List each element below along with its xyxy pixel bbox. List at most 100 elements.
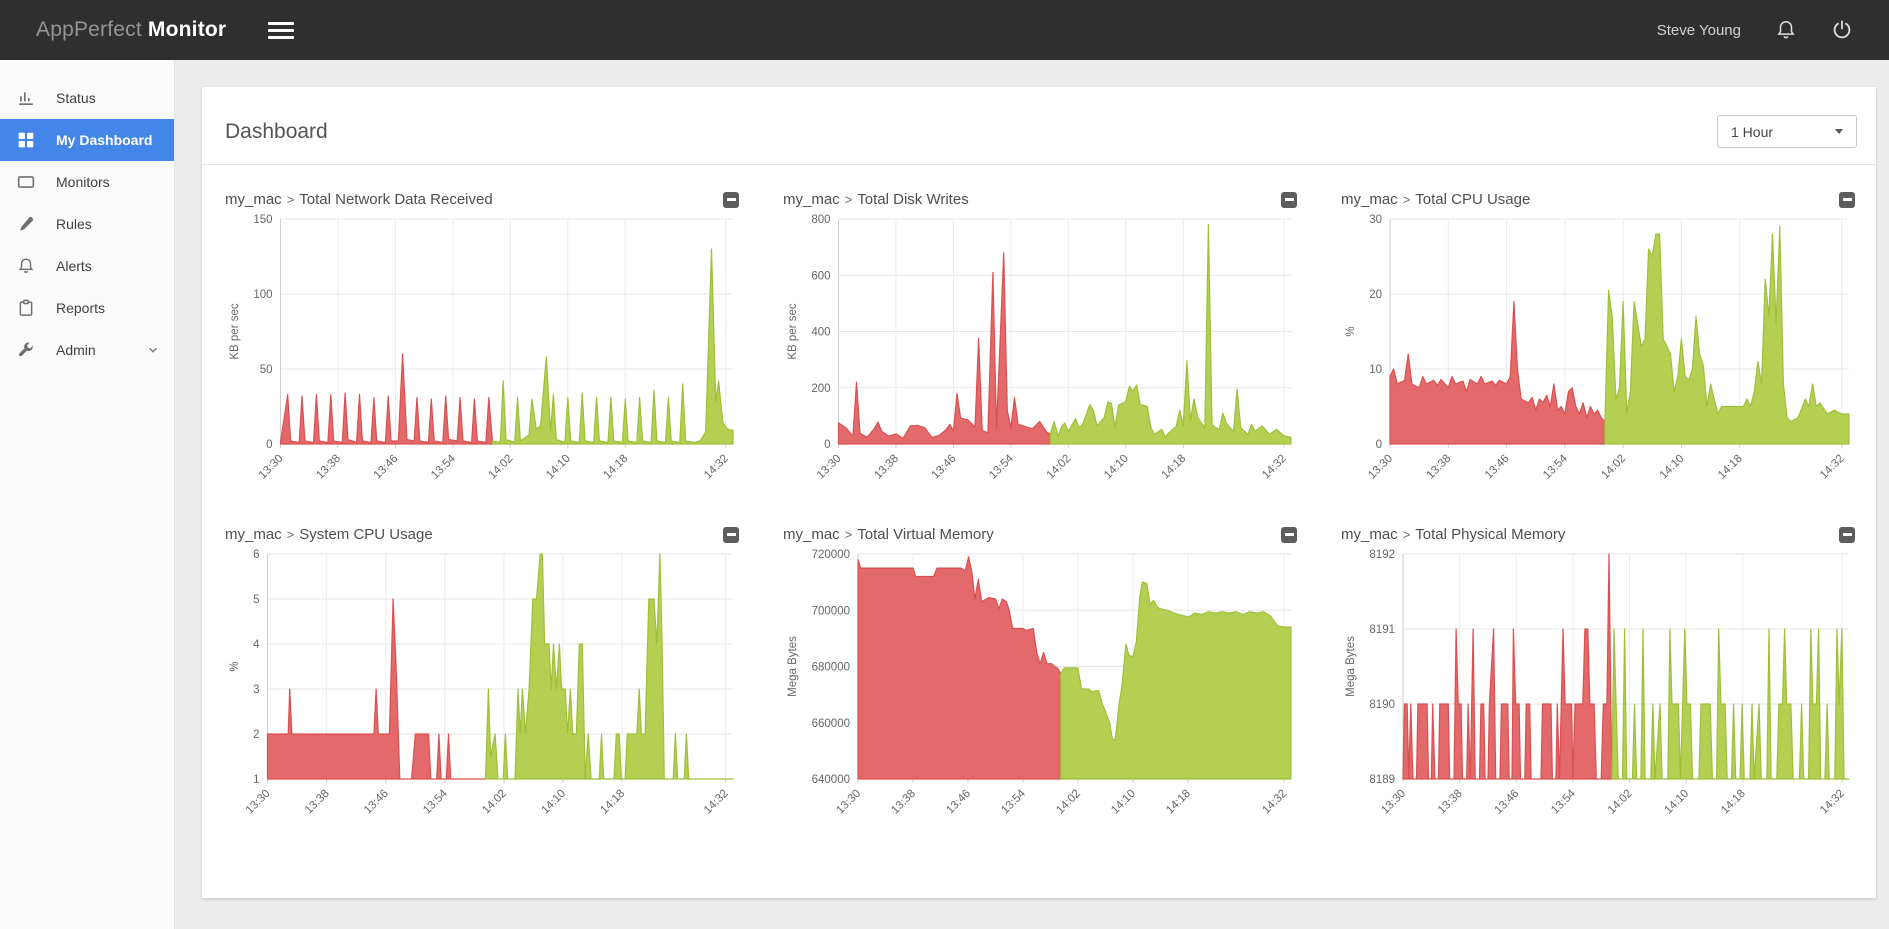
chart-panel-total-cpu: my_mac > Total CPU Usage 0 10 20 30 13:30 13:38… bbox=[1341, 191, 1855, 496]
sidebar-item-reports[interactable]: Reports bbox=[0, 287, 174, 329]
svg-text:13:38: 13:38 bbox=[872, 453, 901, 482]
svg-text:14:18: 14:18 bbox=[598, 788, 627, 817]
page-title: Dashboard bbox=[225, 119, 328, 143]
minus-square-icon bbox=[1284, 198, 1294, 201]
sidebar-item-admin[interactable]: Admin bbox=[0, 329, 174, 371]
svg-text:6: 6 bbox=[253, 549, 259, 561]
top-navbar: AppPerfect Monitor Steve Young bbox=[0, 0, 1889, 60]
time-range-value: 1 Hour bbox=[1731, 123, 1774, 140]
svg-text:14:10: 14:10 bbox=[1662, 788, 1691, 817]
svg-text:50: 50 bbox=[260, 364, 273, 376]
area-chart-virtual-memory: 640000 660000 680000 700000 720000 13:30 13:38… bbox=[787, 549, 1292, 817]
minus-square-icon bbox=[726, 533, 736, 536]
chart-title: my_mac > Total Disk Writes bbox=[783, 191, 969, 208]
svg-text:Mega Bytes: Mega Bytes bbox=[787, 636, 799, 697]
minus-square-icon bbox=[1842, 198, 1852, 201]
svg-text:8191: 8191 bbox=[1369, 624, 1395, 636]
svg-text:14:10: 14:10 bbox=[544, 453, 573, 482]
svg-text:14:32: 14:32 bbox=[1260, 453, 1289, 482]
svg-text:13:30: 13:30 bbox=[244, 788, 273, 817]
svg-text:14:02: 14:02 bbox=[1599, 453, 1628, 482]
minimize-chart-button[interactable] bbox=[1281, 191, 1297, 208]
sidebar-item-my-dashboard[interactable]: My Dashboard bbox=[0, 119, 174, 161]
svg-text:14:32: 14:32 bbox=[702, 453, 731, 482]
bar-chart-icon bbox=[17, 89, 35, 107]
svg-text:660000: 660000 bbox=[812, 718, 850, 730]
dashboard-card: Dashboard 1 Hour my_mac > Total Network Da… bbox=[202, 87, 1876, 898]
minus-square-icon bbox=[1284, 533, 1294, 536]
minimize-chart-button[interactable] bbox=[1839, 526, 1855, 543]
svg-text:600: 600 bbox=[811, 270, 830, 282]
grid-icon bbox=[17, 131, 35, 149]
chart-title: my_mac > Total Virtual Memory bbox=[783, 526, 994, 543]
svg-text:200: 200 bbox=[811, 383, 830, 395]
brand-name: Monitor bbox=[147, 18, 227, 41]
bell-icon[interactable] bbox=[1775, 19, 1797, 41]
svg-text:14:10: 14:10 bbox=[1658, 453, 1687, 482]
chevron-down-icon bbox=[146, 343, 160, 357]
svg-text:2: 2 bbox=[253, 729, 259, 741]
svg-text:720000: 720000 bbox=[812, 549, 850, 561]
svg-text:14:18: 14:18 bbox=[1719, 788, 1748, 817]
wrench-icon bbox=[17, 341, 35, 359]
chart-title: my_mac > System CPU Usage bbox=[225, 526, 433, 543]
svg-text:700000: 700000 bbox=[812, 605, 850, 617]
sidebar-item-label: Status bbox=[56, 90, 96, 106]
svg-text:100: 100 bbox=[253, 289, 272, 301]
svg-text:14:02: 14:02 bbox=[487, 453, 516, 482]
hamburger-icon[interactable] bbox=[268, 18, 295, 43]
svg-text:14:10: 14:10 bbox=[539, 788, 568, 817]
bell-icon bbox=[17, 257, 35, 275]
svg-text:3: 3 bbox=[253, 684, 259, 696]
sidebar-item-label: My Dashboard bbox=[56, 132, 153, 148]
sidebar-item-alerts[interactable]: Alerts bbox=[0, 245, 174, 287]
chart-panel-physical-memory: my_mac > Total Physical Memory 8189 8190 819… bbox=[1341, 526, 1855, 831]
svg-text:13:46: 13:46 bbox=[1493, 788, 1522, 817]
svg-text:14:10: 14:10 bbox=[1102, 453, 1131, 482]
minimize-chart-button[interactable] bbox=[1839, 191, 1855, 208]
svg-text:Mega Bytes: Mega Bytes bbox=[1345, 636, 1357, 697]
svg-text:30: 30 bbox=[1369, 214, 1382, 226]
svg-text:14:02: 14:02 bbox=[1606, 788, 1635, 817]
svg-text:400: 400 bbox=[811, 327, 830, 339]
svg-text:10: 10 bbox=[1369, 364, 1382, 376]
svg-text:0: 0 bbox=[1376, 439, 1382, 451]
svg-text:KB per sec: KB per sec bbox=[229, 303, 241, 359]
monitor-icon bbox=[17, 173, 35, 191]
svg-text:13:38: 13:38 bbox=[314, 453, 343, 482]
svg-text:14:02: 14:02 bbox=[1054, 788, 1083, 817]
svg-text:%: % bbox=[1345, 326, 1357, 336]
brand-prefix: AppPerfect bbox=[36, 18, 142, 41]
sidebar-item-rules[interactable]: Rules bbox=[0, 203, 174, 245]
chart-title: my_mac > Total CPU Usage bbox=[1341, 191, 1531, 208]
svg-text:13:46: 13:46 bbox=[1483, 453, 1512, 482]
svg-text:13:30: 13:30 bbox=[1379, 788, 1408, 817]
chart-panel-network-received: my_mac > Total Network Data Received 0 50 10… bbox=[225, 191, 739, 496]
sidebar-item-label: Alerts bbox=[56, 258, 92, 274]
svg-text:1: 1 bbox=[253, 774, 259, 786]
svg-text:%: % bbox=[229, 661, 241, 671]
time-range-dropdown[interactable]: 1 Hour bbox=[1717, 115, 1857, 148]
svg-text:13:38: 13:38 bbox=[1436, 788, 1465, 817]
sidebar-item-status[interactable]: Status bbox=[0, 77, 174, 119]
sidebar-item-monitors[interactable]: Monitors bbox=[0, 161, 174, 203]
svg-text:13:30: 13:30 bbox=[815, 453, 844, 482]
user-menu[interactable]: Steve Young bbox=[1656, 21, 1741, 39]
minimize-chart-button[interactable] bbox=[1281, 526, 1297, 543]
clipboard-icon bbox=[17, 299, 35, 317]
minimize-chart-button[interactable] bbox=[723, 526, 739, 543]
chart-title: my_mac > Total Network Data Received bbox=[225, 191, 493, 208]
svg-text:KB per sec: KB per sec bbox=[787, 303, 799, 359]
power-icon[interactable] bbox=[1831, 19, 1853, 41]
svg-text:13:54: 13:54 bbox=[987, 452, 1016, 481]
app-brand: AppPerfect Monitor bbox=[36, 18, 226, 42]
sidebar-item-label: Monitors bbox=[56, 174, 110, 190]
svg-text:14:18: 14:18 bbox=[602, 453, 631, 482]
charts-grid: my_mac > Total Network Data Received 0 50 10… bbox=[202, 165, 1876, 831]
area-chart-network-received: 0 50 100 150 13:30 13:38 13:46 13:54 14:02 14:10 1… bbox=[229, 214, 734, 482]
minimize-chart-button[interactable] bbox=[723, 191, 739, 208]
svg-text:13:46: 13:46 bbox=[930, 453, 959, 482]
pencil-icon bbox=[17, 215, 35, 233]
svg-text:13:38: 13:38 bbox=[303, 788, 332, 817]
svg-text:14:32: 14:32 bbox=[702, 788, 731, 817]
